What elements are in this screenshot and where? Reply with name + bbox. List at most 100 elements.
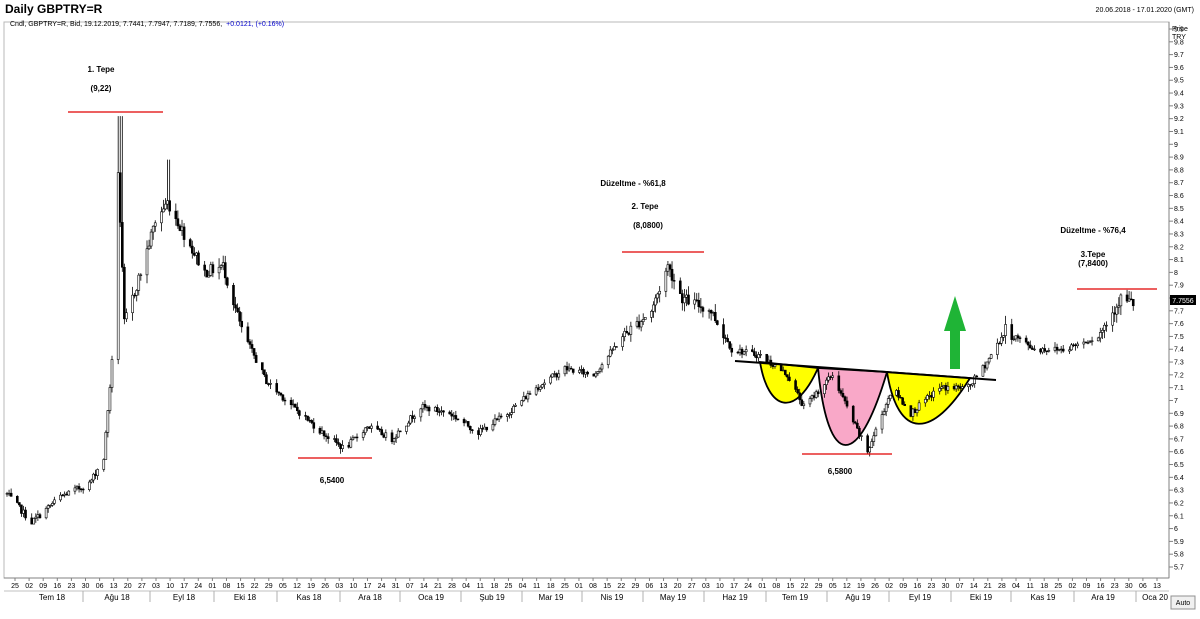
candle-body [92,473,95,481]
month-label: Tem 18 [39,593,66,602]
candle-body [598,368,602,372]
day-tick-label: 08 [772,583,780,590]
day-tick-label: 22 [801,583,809,590]
candle-body [1059,348,1063,351]
candle-body [1129,298,1133,301]
candle-body [709,310,713,314]
day-tick-label: 20 [674,583,682,590]
candle-body [571,368,575,373]
candle-body [195,252,198,256]
candle-body [1096,337,1100,342]
month-label: Haz 19 [722,593,748,602]
candle-body [989,354,993,359]
candle-body [477,430,480,435]
candle-body [578,369,581,373]
day-tick-label: 23 [928,583,936,590]
candle-body [693,299,696,305]
candle-body [306,415,309,421]
price-tick-label: 8.9 [1174,155,1184,162]
candle-body [711,312,715,314]
price-tick-label: 9.1 [1174,129,1184,136]
candle-body [926,395,929,400]
candle-body [15,496,19,503]
currency-axis-label: TRY [1172,34,1186,41]
candle-body [481,428,484,430]
candle-body [24,509,27,519]
day-tick-label: 07 [406,583,414,590]
day-tick-label: 11 [1026,583,1033,590]
candle-body [361,432,365,438]
candle-body [7,492,11,495]
candle-body [442,410,445,413]
month-label: Kas 18 [297,593,322,602]
price-tick-label: 9.2 [1174,116,1184,123]
candle-body [823,384,826,395]
candle-body [794,380,797,390]
candle-body [121,222,124,268]
candle-body [75,486,79,489]
candle-body [392,438,396,443]
candle-body [1014,335,1018,340]
candles [5,116,1135,525]
candle-body [149,231,153,247]
price-tick-label: 6.8 [1174,424,1184,431]
candle-body [94,473,97,476]
day-tick-label: 30 [942,583,950,590]
day-tick-label: 23 [67,583,75,590]
price-axis: 5.7 5.8 5.9 6 6.1 6.2 6.3 6.4 6.5 6.6 6.7 6.8 6.9 7 7.… [1169,27,1184,572]
day-tick-label: 25 [11,583,19,590]
candle-body [221,262,225,266]
price-tick-label: 6 [1174,526,1178,533]
price-tick-label: 8.2 [1174,244,1184,251]
candle-body [497,415,501,420]
month-label: Mar 19 [539,593,564,602]
candle-body [837,375,841,391]
candle-body [520,400,524,406]
candle-body [9,492,13,497]
candle-body [701,307,705,312]
candle-body [324,435,328,438]
candle-body [860,435,863,437]
candle-body [870,441,874,448]
candle-body [254,355,258,363]
price-tick-label: 9.4 [1174,91,1184,98]
left-shoulder [758,360,820,404]
candle-body [514,404,517,407]
price-tick-label: 6.5 [1174,462,1184,469]
candle-body [22,509,25,514]
candle-body [812,395,816,398]
candle-body [174,210,178,220]
candle-body [956,385,960,387]
candle-body [106,410,110,433]
price-tick-label: 8.1 [1174,257,1184,264]
day-tick-label: 19 [857,583,865,590]
candle-body [580,369,583,371]
auto-scale-button[interactable] [1170,595,1196,610]
day-tick-label: 22 [251,583,259,590]
candle-body [1068,349,1071,352]
month-label: Eyl 19 [909,593,932,602]
day-tick-label: 28 [998,583,1006,590]
candle-body [652,304,655,312]
candle-body [438,411,441,413]
candle-body [275,383,279,393]
plot-frame [3,21,1170,579]
day-tick-label: 11 [477,583,484,590]
candle-body [643,317,647,320]
candle-body [765,354,769,363]
label-2-tepe: 2. Tepe [632,202,660,211]
candle-body [5,493,9,495]
day-tick-label: 26 [871,583,879,590]
price-tick-label: 5.8 [1174,552,1184,559]
candle-body [600,364,604,370]
candle-body [695,299,699,301]
month-label: Şub 19 [479,593,505,602]
candle-body [888,394,892,399]
candle-body [942,385,946,388]
candle-body [967,384,970,388]
candle-body [137,274,141,291]
price-tick-label: 6.4 [1174,475,1184,482]
candle-body [20,504,23,514]
day-tick-label: 10 [166,583,174,590]
